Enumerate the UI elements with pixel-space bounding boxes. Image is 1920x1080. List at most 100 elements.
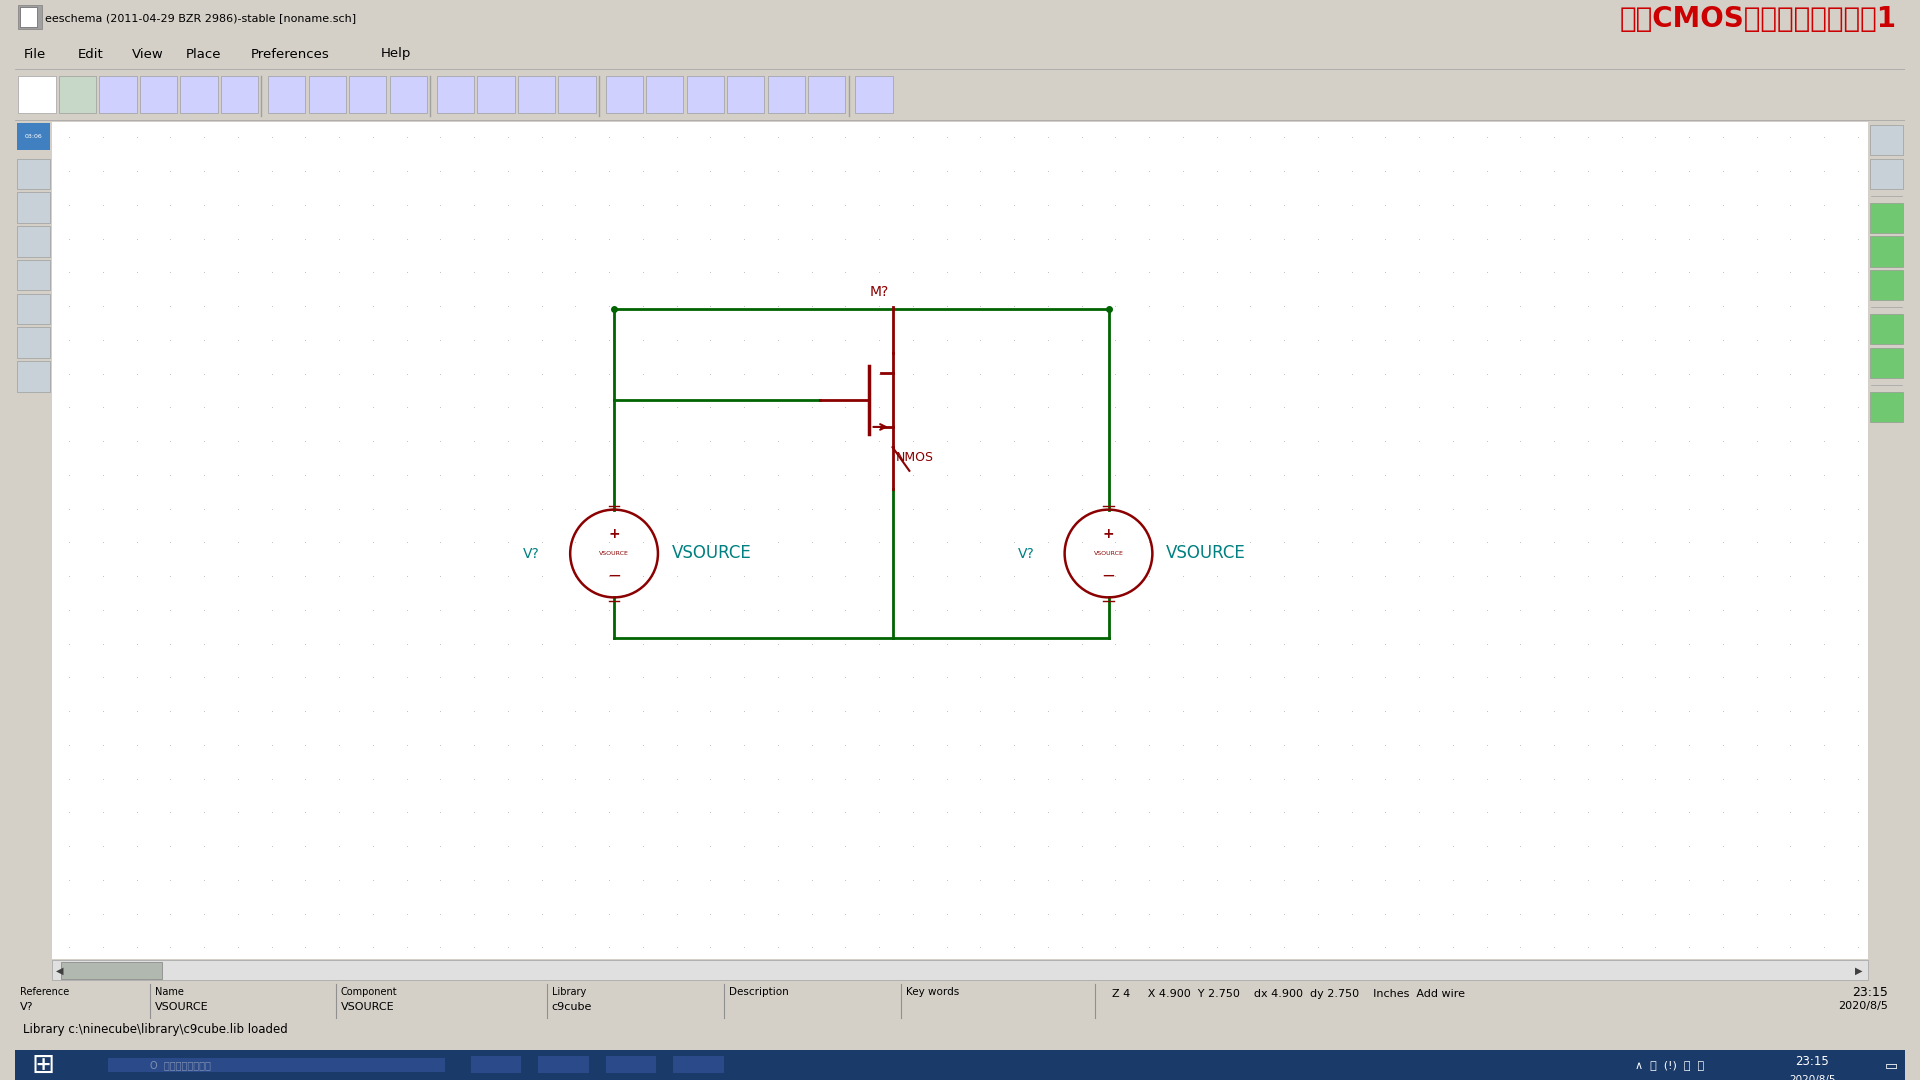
Bar <box>768 76 804 113</box>
Text: 2020/8/5: 2020/8/5 <box>1837 1001 1887 1011</box>
Text: 23:15: 23:15 <box>1795 1055 1830 1068</box>
Bar <box>856 76 893 113</box>
Bar <box>538 1056 589 1074</box>
Bar <box>470 1056 520 1074</box>
Text: 03:06: 03:06 <box>25 134 42 139</box>
Bar <box>336 982 547 1020</box>
Bar <box>647 76 684 113</box>
Text: VSOURCE: VSOURCE <box>1094 551 1123 556</box>
Bar <box>605 76 643 113</box>
Bar <box>100 76 136 113</box>
Bar <box>150 982 336 1020</box>
Bar <box>1862 1050 1905 1080</box>
Text: M?: M? <box>870 285 889 299</box>
Bar <box>17 192 50 222</box>
Bar <box>1870 314 1903 345</box>
Text: c9cube: c9cube <box>551 1002 591 1012</box>
Text: Key words: Key words <box>906 987 960 997</box>
Bar <box>60 76 96 113</box>
Bar <box>1870 159 1903 189</box>
Bar <box>547 982 724 1020</box>
Bar <box>15 982 150 1020</box>
Bar <box>687 76 724 113</box>
Bar <box>19 76 56 113</box>
Text: Component: Component <box>340 987 397 997</box>
Bar <box>900 982 1094 1020</box>
Bar <box>221 76 257 113</box>
Bar <box>438 76 474 113</box>
Text: 23:15: 23:15 <box>1853 985 1887 999</box>
Bar <box>1870 391 1903 422</box>
Text: VSOURCE: VSOURCE <box>672 544 751 563</box>
Bar <box>140 76 177 113</box>
Bar <box>17 159 50 189</box>
Text: 2020/8/5: 2020/8/5 <box>1789 1075 1836 1080</box>
Text: Place: Place <box>186 48 221 60</box>
Text: Preferences: Preferences <box>250 48 328 60</box>
Text: Name: Name <box>156 987 184 997</box>
Bar <box>17 361 50 391</box>
Bar <box>1870 270 1903 300</box>
Bar <box>15 982 1905 1020</box>
Text: Edit: Edit <box>77 48 104 60</box>
Bar <box>17 327 50 357</box>
Text: View: View <box>131 48 163 60</box>
Bar <box>15 1020 1905 1050</box>
Bar <box>1870 348 1903 378</box>
Text: Reference: Reference <box>19 987 69 997</box>
Text: −: − <box>1102 566 1116 584</box>
Bar <box>17 260 50 291</box>
Bar <box>61 962 161 978</box>
Text: −: − <box>607 566 620 584</box>
Text: ▶: ▶ <box>1855 966 1862 975</box>
Text: VSOURCE: VSOURCE <box>340 1002 394 1012</box>
Bar <box>52 121 1868 959</box>
Text: ▭: ▭ <box>1885 1057 1897 1071</box>
Bar <box>1868 121 1905 1080</box>
Bar <box>518 76 555 113</box>
Bar <box>349 76 386 113</box>
Bar <box>19 5 42 29</box>
Text: File: File <box>23 48 46 60</box>
Text: 模拟CMOS集成电路设计仿真1: 模拟CMOS集成电路设计仿真1 <box>1620 4 1897 32</box>
Bar <box>19 6 36 27</box>
Bar <box>808 76 845 113</box>
Bar <box>724 982 900 1020</box>
Text: ⊞: ⊞ <box>33 1051 56 1079</box>
Bar <box>309 76 346 113</box>
Bar <box>108 1058 445 1071</box>
Text: +: + <box>609 527 620 541</box>
Text: VSOURCE: VSOURCE <box>1165 544 1246 563</box>
Bar <box>1870 237 1903 267</box>
Text: V?: V? <box>19 1002 33 1012</box>
Text: eeschema (2011-04-29 BZR 2986)-stable [noname.sch]: eeschema (2011-04-29 BZR 2986)-stable [n… <box>46 14 357 24</box>
Text: V?: V? <box>522 546 540 561</box>
Bar <box>17 123 50 150</box>
Bar <box>559 76 595 113</box>
Text: NMOS: NMOS <box>897 450 933 463</box>
Text: V?: V? <box>1018 546 1035 561</box>
Text: O  在这里键入来搜索: O 在这里键入来搜索 <box>150 1059 211 1070</box>
Bar <box>15 959 1905 982</box>
Text: Help: Help <box>382 48 411 60</box>
Bar <box>674 1056 724 1074</box>
Bar <box>1870 203 1903 233</box>
Bar <box>15 1050 1905 1080</box>
Bar <box>390 76 426 113</box>
Bar <box>17 226 50 256</box>
Bar <box>15 37 1905 71</box>
Bar <box>15 121 52 1080</box>
Text: +: + <box>1102 527 1114 541</box>
Text: Description: Description <box>730 987 789 997</box>
Bar <box>15 71 1905 121</box>
Bar <box>1870 125 1903 156</box>
Bar <box>269 76 305 113</box>
Text: VSOURCE: VSOURCE <box>599 551 630 556</box>
Bar <box>52 960 1868 981</box>
Text: ◀: ◀ <box>56 966 63 975</box>
Bar <box>728 76 764 113</box>
Text: Library: Library <box>551 987 586 997</box>
Bar <box>15 0 1905 37</box>
Bar <box>15 1050 100 1080</box>
Bar <box>605 1056 657 1074</box>
